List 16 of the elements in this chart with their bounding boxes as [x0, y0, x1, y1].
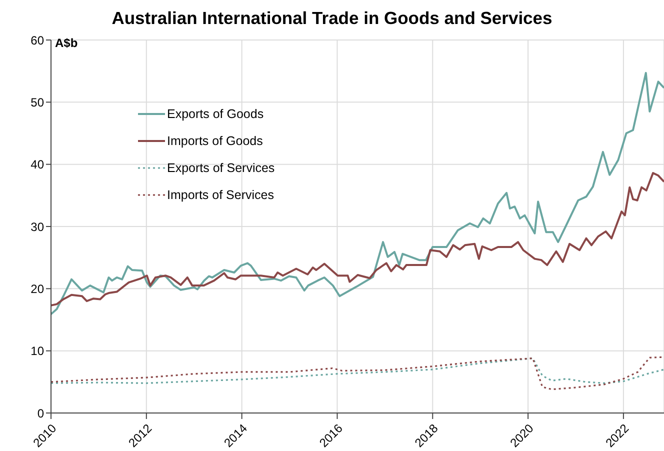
legend-label: Exports of Goods — [167, 106, 264, 120]
legend-label: Imports of Services — [167, 188, 274, 202]
y-tick-label: 60 — [30, 33, 44, 48]
legend-label: Imports of Goods — [167, 134, 263, 148]
y-axis-title: A$b — [55, 36, 78, 50]
line-series — [51, 357, 664, 384]
legend-label: Exports of Services — [167, 160, 275, 174]
line-series — [51, 72, 664, 316]
chart-title: Australian International Trade in Goods and Services — [110, 8, 554, 29]
y-tick-label: 40 — [30, 158, 44, 172]
y-tick-label: 20 — [30, 282, 44, 296]
y-tick-label: 30 — [30, 220, 44, 234]
y-tick-label: 0 — [37, 406, 44, 420]
y-tick-label: 50 — [30, 95, 44, 110]
line-series — [51, 356, 664, 390]
y-tick-label: 10 — [30, 344, 44, 358]
